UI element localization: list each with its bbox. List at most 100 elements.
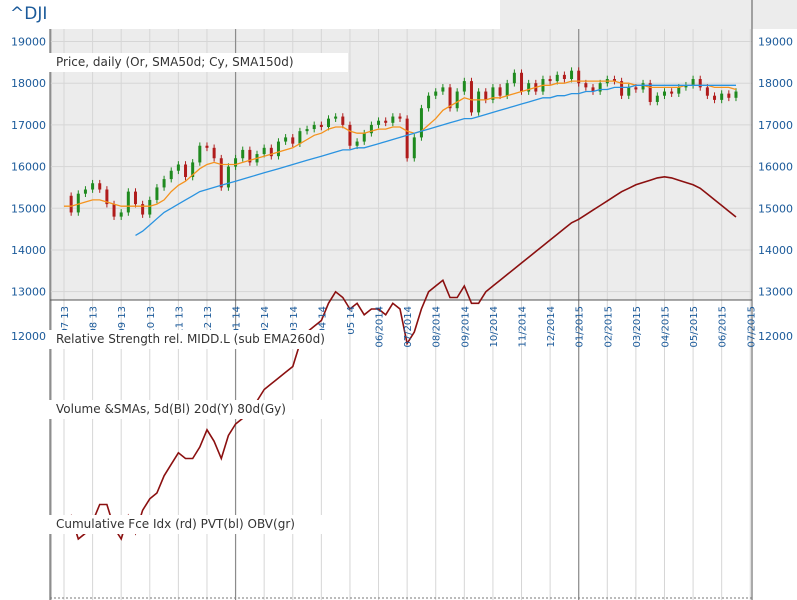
cumulative-panel-label: Cumulative Fce Idx (rd) PVT(bl) OBV(gr) <box>48 515 348 534</box>
relative-strength-line <box>63 175 737 541</box>
x-tick-label: 06/2014 <box>375 306 386 348</box>
price-candle-body <box>162 179 166 188</box>
price-candle-body <box>112 204 116 217</box>
price-candle-body <box>205 145 209 148</box>
x-tick-label: 11/2014 <box>518 306 529 348</box>
price-candle-body <box>412 137 416 159</box>
y-tick-label-right: 19000 <box>758 36 793 49</box>
x-tick-label: 09/2014 <box>460 306 471 348</box>
price-candle-body <box>298 131 302 144</box>
price-candle-body <box>620 81 624 96</box>
price-candle-body <box>584 83 588 88</box>
price-candle-body <box>419 108 423 138</box>
x-tick-label: 07/2015 <box>746 306 757 348</box>
price-candle-body <box>269 147 273 157</box>
price-candle-body <box>83 189 87 194</box>
price-candle-body <box>548 79 552 82</box>
price-candle-body <box>648 83 652 102</box>
x-tick-label: 10 13 <box>146 306 157 335</box>
price-candle-body <box>491 87 495 100</box>
price-candle-body <box>469 81 473 113</box>
price-candle-body <box>698 79 702 88</box>
x-tick-label: 02 14 <box>260 306 271 335</box>
x-tick-label: 08/2014 <box>432 306 443 348</box>
price-candle-body <box>713 95 717 100</box>
price-candle-body <box>276 141 280 157</box>
price-candle-body <box>341 116 345 125</box>
price-candle-body <box>219 158 223 188</box>
y-tick-label-right: 13000 <box>758 286 793 299</box>
price-candle-body <box>734 91 738 98</box>
x-tick-label: 03 14 <box>289 306 300 335</box>
price-candle-body <box>305 129 309 132</box>
price-candle-body <box>312 124 316 130</box>
y-tick-label-left: 19000 <box>11 36 46 49</box>
x-tick-label: 04/2015 <box>660 306 671 348</box>
price-candle-body <box>148 199 152 215</box>
y-tick-label-right: 17000 <box>758 119 793 132</box>
x-tick-label: 02/2015 <box>603 306 614 348</box>
price-candle-body <box>677 87 681 94</box>
price-candle-body <box>555 74 559 82</box>
price-candles <box>69 67 738 220</box>
rs-tick-label-left: 12000 <box>11 330 46 343</box>
price-candle-body <box>577 70 581 84</box>
price-candle-body <box>212 147 216 159</box>
x-tick-label: 08 13 <box>89 306 100 335</box>
header-gray-band <box>500 0 797 29</box>
price-candle-body <box>448 87 452 109</box>
price-candle-body <box>348 124 352 146</box>
x-tick-label: 05 14 <box>346 306 357 335</box>
price-candle-body <box>527 83 531 92</box>
price-candle-body <box>226 166 230 188</box>
price-candle-body <box>670 91 674 94</box>
price-candle-body <box>355 141 359 146</box>
price-candle-body <box>477 91 481 113</box>
price-candle-body <box>362 133 366 142</box>
price-candle-body <box>141 204 145 215</box>
price-candle-body <box>126 191 130 213</box>
price-candle-body <box>634 87 638 90</box>
axes <box>49 0 753 600</box>
price-candle-body <box>684 85 688 88</box>
price-panel-background <box>50 29 752 300</box>
x-tick-label: 07 13 <box>60 306 71 335</box>
x-tick-label: 12/2014 <box>546 306 557 348</box>
price-candle-body <box>169 170 173 180</box>
price-candle-body <box>369 124 373 134</box>
x-tick-label: 03/2015 <box>632 306 643 348</box>
price-candle-body <box>234 158 238 167</box>
price-candle-body <box>105 189 109 205</box>
price-candle-body <box>655 95 659 102</box>
price-candle-body <box>462 81 466 92</box>
price-candle-body <box>184 164 188 178</box>
price-candle-body <box>691 79 695 86</box>
y-tick-label-left: 18000 <box>11 77 46 90</box>
price-candle-body <box>241 149 245 159</box>
price-candle-body <box>570 70 574 80</box>
price-candle-body <box>327 118 331 127</box>
price-candle-body <box>498 87 502 96</box>
price-candle-body <box>720 93 724 100</box>
price-candle-body <box>612 79 616 82</box>
price-candle-body <box>377 120 381 125</box>
x-tick-label: 04 14 <box>317 306 328 335</box>
relative-strength-line-group <box>63 175 737 541</box>
price-candle-body <box>441 87 445 92</box>
x-tick-label: 12 13 <box>203 306 214 335</box>
x-tick-label: 06/2015 <box>718 306 729 348</box>
price-candle-body <box>69 195 73 213</box>
price-candle-body <box>198 145 202 163</box>
price-candle-body <box>484 91 488 100</box>
x-tick-label: 11 13 <box>174 306 185 335</box>
price-candle-body <box>334 116 338 119</box>
price-candle-body <box>284 137 288 142</box>
price-candle-body <box>248 149 252 163</box>
price-candle-body <box>76 193 80 213</box>
price-candle-body <box>405 118 409 159</box>
tick-labels: 13000 13000 14000 14000 15000 15000 16000 16000… <box>11 36 793 348</box>
price-panel-label: Price, daily (Or, SMA50d; Cy, SMA150d) <box>48 53 348 72</box>
x-tick-label: 05/2015 <box>689 306 700 348</box>
price-candle-body <box>520 72 524 92</box>
price-candle-body <box>455 91 459 109</box>
